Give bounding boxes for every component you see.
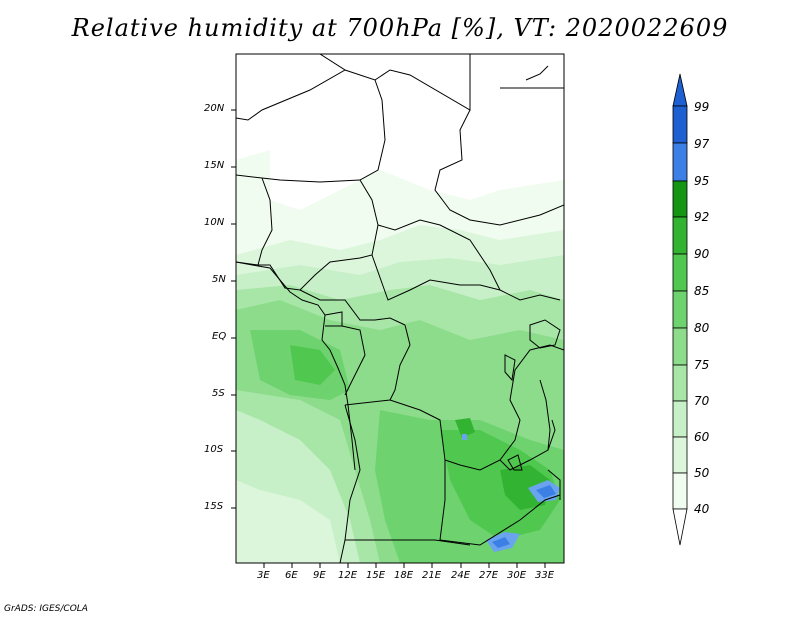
colorbar-label-40: 40 bbox=[694, 502, 710, 516]
lon-label-30e: 30E bbox=[507, 570, 527, 581]
colorbar-label-60: 60 bbox=[694, 430, 710, 444]
humidity-field bbox=[236, 54, 564, 563]
lon-label-6e: 6E bbox=[285, 570, 298, 581]
page-title: Relative humidity at 700hPa [%], VT: 202… bbox=[71, 14, 729, 42]
colorbar-label-85: 85 bbox=[694, 284, 710, 298]
colorbar-seg-95-97 bbox=[672, 142, 688, 182]
colorbar-seg-50-60 bbox=[672, 436, 688, 474]
colorbar-label-75: 75 bbox=[694, 358, 710, 372]
colorbar-label-92: 92 bbox=[694, 210, 710, 224]
colorbar bbox=[672, 73, 688, 546]
coastline bbox=[236, 261, 356, 471]
colorbar-seg-75-80 bbox=[672, 327, 688, 366]
lat-label-5n: 5N bbox=[212, 274, 226, 285]
lon-label-12e: 12E bbox=[338, 570, 358, 581]
rh-90-patch2 bbox=[455, 418, 475, 438]
colorbar-label-99: 99 bbox=[694, 100, 710, 114]
colorbar-bottom-arrow bbox=[672, 508, 688, 546]
lat-label-15s: 15S bbox=[204, 501, 224, 512]
colorbar-label-97: 97 bbox=[694, 137, 710, 151]
rh-95-dot bbox=[462, 434, 467, 440]
lon-label-3e: 3E bbox=[257, 570, 270, 581]
colorbar-seg-60-70 bbox=[672, 400, 688, 438]
country-borders bbox=[236, 54, 564, 563]
lat-ticks bbox=[231, 109, 236, 509]
colorbar-seg-80-85 bbox=[672, 290, 688, 329]
colorbar-seg-40-50 bbox=[672, 472, 688, 510]
lon-label-27e: 27E bbox=[479, 570, 499, 581]
lat-label-10s: 10S bbox=[204, 444, 224, 455]
lat-label-5s: 5S bbox=[212, 388, 225, 399]
rh-97-patch bbox=[536, 485, 556, 498]
colorbar-seg-85-90 bbox=[672, 253, 688, 292]
lon-ticks bbox=[263, 563, 546, 568]
colorbar-seg-70-75 bbox=[672, 364, 688, 402]
lon-label-21e: 21E bbox=[422, 570, 442, 581]
lon-label-33e: 33E bbox=[535, 570, 555, 581]
colorbar-label-80: 80 bbox=[694, 321, 710, 335]
grads-credit: GrADS: IGES/COLA bbox=[4, 604, 88, 614]
map-frame bbox=[235, 53, 565, 564]
colorbar-seg-97-99 bbox=[672, 105, 688, 144]
rh-97-patch-south bbox=[492, 537, 510, 548]
lat-label-20n: 20N bbox=[204, 103, 225, 114]
lon-label-9e: 9E bbox=[313, 570, 326, 581]
colorbar-label-90: 90 bbox=[694, 247, 710, 261]
colorbar-seg-92-95 bbox=[672, 180, 688, 218]
lat-label-15n: 15N bbox=[204, 160, 225, 171]
rh-85-west bbox=[290, 345, 335, 385]
lat-label-eq: EQ bbox=[212, 331, 227, 342]
colorbar-label-50: 50 bbox=[694, 466, 710, 480]
colorbar-label-70: 70 bbox=[694, 394, 710, 408]
lon-label-24e: 24E bbox=[451, 570, 471, 581]
colorbar-seg-90-92 bbox=[672, 216, 688, 255]
lon-label-18e: 18E bbox=[394, 570, 414, 581]
colorbar-top-arrow bbox=[672, 73, 688, 107]
colorbar-label-95: 95 bbox=[694, 174, 710, 188]
lon-label-15e: 15E bbox=[366, 570, 386, 581]
lat-label-10n: 10N bbox=[204, 217, 225, 228]
